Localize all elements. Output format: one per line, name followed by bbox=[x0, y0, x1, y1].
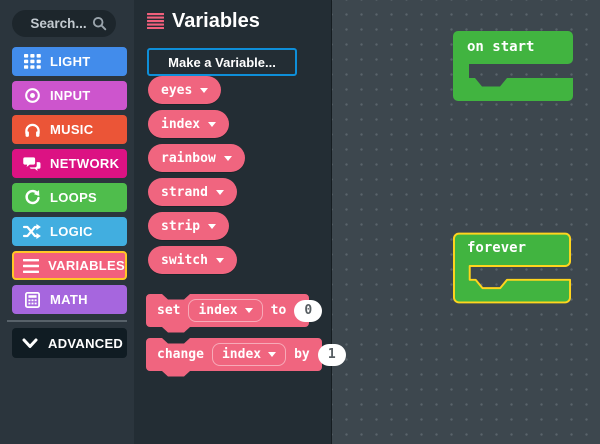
dropdown-arrow-icon bbox=[200, 87, 209, 93]
sidebar-divider bbox=[7, 320, 127, 322]
on-start-block[interactable]: on start bbox=[453, 31, 573, 101]
toolbox-flyout: Variables Make a Variable... eyes index … bbox=[134, 0, 346, 444]
sidebar-item-label: NETWORK bbox=[50, 156, 120, 171]
headphones-icon bbox=[21, 122, 43, 138]
sidebar-item-label: INPUT bbox=[50, 88, 91, 103]
sidebar-item-loops[interactable]: LOOPS bbox=[12, 183, 127, 212]
sidebar-item-label: VARIABLES bbox=[48, 258, 125, 273]
grid-icon bbox=[21, 54, 43, 69]
statement-block-shape bbox=[146, 294, 309, 333]
variable-pill-strand[interactable]: strand bbox=[148, 178, 237, 206]
c-block-shape bbox=[453, 232, 572, 304]
statement-block-shape bbox=[146, 338, 322, 377]
variable-dropdown[interactable]: index bbox=[188, 299, 263, 322]
bars-icon bbox=[21, 258, 41, 273]
chevron-down-icon bbox=[19, 338, 41, 349]
sidebar-item-label: LOOPS bbox=[50, 190, 98, 205]
sidebar-item-network[interactable]: NETWORK bbox=[12, 149, 127, 178]
sidebar-item-label: MUSIC bbox=[50, 122, 94, 137]
variable-dropdown[interactable]: index bbox=[211, 343, 287, 366]
block-label: on start bbox=[467, 39, 535, 55]
flyout-header: Variables bbox=[147, 8, 331, 34]
toolbox-sidebar: Search... LIGHT bbox=[0, 0, 134, 444]
variable-pill-rainbow[interactable]: rainbow bbox=[148, 144, 245, 172]
sidebar-item-music[interactable]: MUSIC bbox=[12, 115, 127, 144]
sidebar-item-math[interactable]: MATH bbox=[12, 285, 127, 314]
sidebar-item-light[interactable]: LIGHT bbox=[12, 47, 127, 76]
block-keyword: set bbox=[157, 303, 181, 318]
forever-block-selected[interactable]: forever bbox=[453, 232, 572, 304]
dropdown-arrow-icon bbox=[244, 308, 253, 313]
search-placeholder: Search... bbox=[30, 16, 87, 31]
block-keyword: by bbox=[294, 347, 310, 362]
c-block-shape bbox=[453, 31, 573, 101]
sidebar-item-label: LOGIC bbox=[50, 224, 93, 239]
block-keyword: change bbox=[157, 347, 204, 362]
make-variable-button[interactable]: Make a Variable... bbox=[147, 48, 297, 76]
number-input[interactable]: 1 bbox=[317, 343, 346, 366]
calculator-icon bbox=[21, 291, 43, 308]
chat-bubbles-icon bbox=[21, 156, 43, 172]
sidebar-item-label: ADVANCED bbox=[48, 335, 124, 351]
sidebar-item-advanced[interactable]: ADVANCED bbox=[12, 328, 127, 358]
refresh-icon bbox=[21, 189, 43, 206]
dot-circle-icon bbox=[21, 87, 43, 104]
sidebar-item-variables[interactable]: VARIABLES bbox=[12, 251, 127, 280]
dropdown-arrow-icon bbox=[268, 352, 277, 357]
sidebar-item-label: LIGHT bbox=[50, 54, 91, 69]
sidebar-item-logic[interactable]: LOGIC bbox=[12, 217, 127, 246]
set-variable-block[interactable]: set index to 0 bbox=[146, 294, 331, 334]
dropdown-arrow-icon bbox=[215, 189, 224, 195]
sidebar-item-label: MATH bbox=[50, 292, 88, 307]
variable-pill-strip[interactable]: strip bbox=[148, 212, 230, 240]
shuffle-icon bbox=[21, 224, 43, 239]
blocks-workspace[interactable]: on start forever bbox=[332, 0, 600, 444]
search-icon bbox=[92, 16, 107, 31]
variable-pill-index[interactable]: index bbox=[148, 110, 230, 138]
block-keyword: to bbox=[270, 303, 287, 318]
variable-pill-switch[interactable]: switch bbox=[148, 246, 237, 274]
flyout-title: Variables bbox=[172, 9, 260, 32]
number-input[interactable]: 0 bbox=[294, 299, 323, 322]
dropdown-arrow-icon bbox=[208, 121, 217, 127]
variable-pill-eyes[interactable]: eyes bbox=[148, 76, 222, 104]
dropdown-arrow-icon bbox=[223, 155, 232, 161]
block-label: forever bbox=[467, 240, 527, 256]
change-variable-block[interactable]: change index by 1 bbox=[146, 338, 346, 378]
dropdown-arrow-icon bbox=[208, 223, 217, 229]
dropdown-arrow-icon bbox=[215, 257, 224, 263]
search-input[interactable]: Search... bbox=[12, 10, 116, 37]
sidebar-item-input[interactable]: INPUT bbox=[12, 81, 127, 110]
bars-icon bbox=[147, 13, 164, 29]
